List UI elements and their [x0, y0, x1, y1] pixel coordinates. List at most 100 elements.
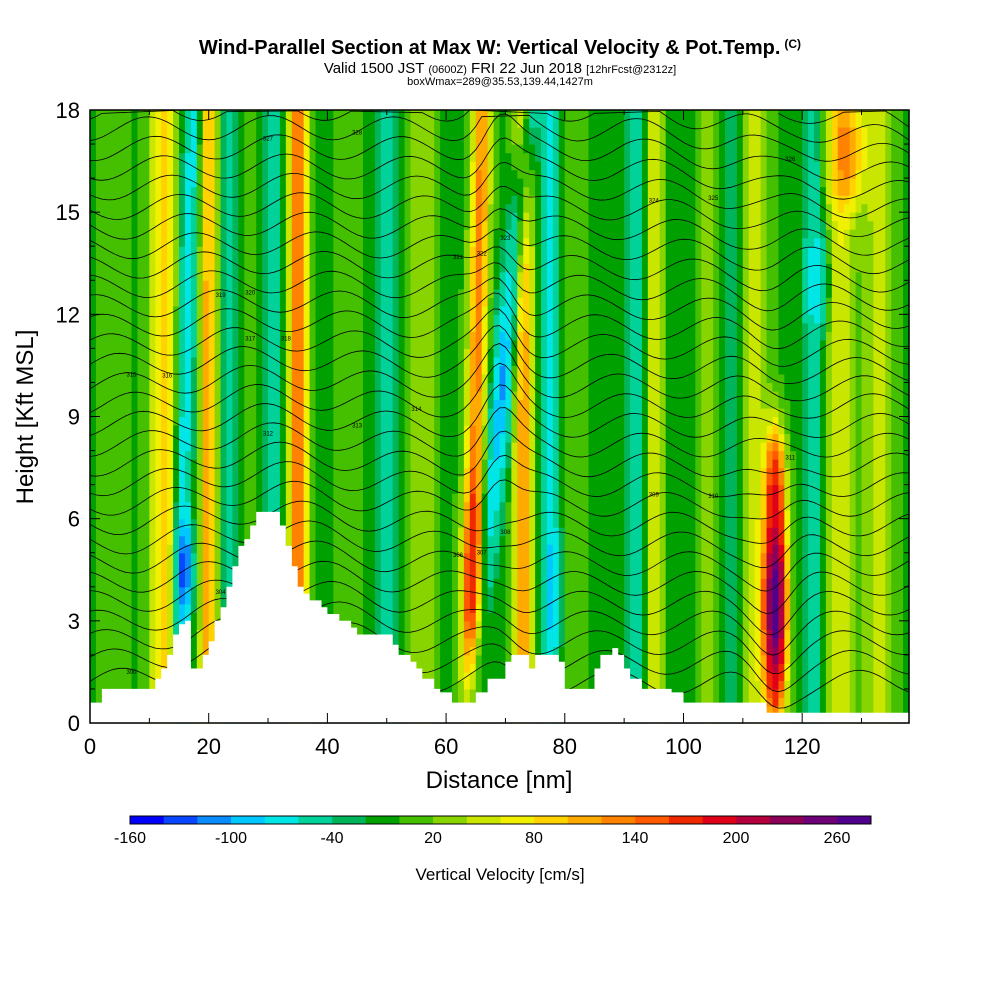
velocity-cell: [457, 493, 465, 503]
velocity-cell: [113, 314, 121, 324]
velocity-cell: [131, 535, 139, 545]
velocity-cell: [244, 110, 251, 120]
velocity-cell: [155, 237, 162, 247]
velocity-cell: [250, 399, 257, 409]
velocity-cell: [262, 493, 269, 503]
velocity-cell: [268, 416, 275, 426]
velocity-cell: [196, 646, 204, 656]
velocity-cell: [481, 518, 489, 528]
velocity-cell: [303, 501, 311, 511]
velocity-cell: [357, 169, 364, 179]
velocity-cell: [410, 382, 418, 392]
velocity-cell: [279, 305, 287, 315]
velocity-cell: [95, 586, 103, 596]
velocity-cell: [416, 161, 423, 171]
velocity-cell: [95, 305, 103, 315]
velocity-cell: [428, 118, 435, 128]
velocity-cell: [327, 161, 334, 171]
velocity-cell: [196, 203, 204, 213]
velocity-cell: [368, 416, 376, 426]
velocity-cell: [232, 433, 239, 443]
velocity-cell: [386, 620, 394, 630]
velocity-cell: [101, 152, 109, 162]
velocity-cell: [285, 331, 293, 341]
velocity-cell: [463, 637, 471, 647]
velocity-cell: [167, 203, 174, 213]
velocity-cell: [392, 356, 400, 367]
velocity-cell: [101, 595, 109, 605]
velocity-cell: [220, 476, 228, 486]
velocity-cell: [457, 527, 465, 537]
velocity-cell: [357, 433, 364, 443]
velocity-cell: [386, 527, 394, 537]
velocity-cell: [291, 135, 299, 145]
velocity-cell: [493, 425, 501, 435]
velocity-cell: [173, 169, 180, 179]
velocity-cell: [499, 663, 507, 673]
velocity-cell: [167, 459, 174, 469]
velocity-cell: [469, 416, 477, 426]
velocity-cell: [285, 450, 293, 460]
velocity-cell: [469, 697, 477, 707]
velocity-cell: [279, 356, 287, 367]
velocity-cell: [285, 314, 293, 324]
velocity-cell: [214, 356, 222, 367]
velocity-cell: [440, 476, 447, 486]
velocity-cell: [422, 152, 429, 162]
velocity-cell: [297, 237, 305, 247]
velocity-cell: [101, 365, 109, 375]
velocity-cell: [469, 229, 477, 239]
velocity-cell: [196, 186, 204, 196]
velocity-cell: [119, 135, 127, 145]
velocity-cell: [351, 195, 358, 205]
velocity-cell: [137, 280, 145, 290]
velocity-cell: [463, 203, 471, 213]
velocity-cell: [380, 178, 388, 188]
velocity-cell: [196, 467, 204, 477]
velocity-cell: [232, 416, 239, 426]
velocity-cell: [339, 467, 346, 477]
velocity-cell: [190, 263, 198, 273]
velocity-cell: [345, 399, 352, 409]
velocity-cell: [196, 212, 204, 222]
velocity-cell: [167, 433, 174, 443]
velocity-cell: [446, 203, 453, 213]
velocity-cell: [125, 663, 133, 673]
velocity-cell: [101, 476, 109, 486]
velocity-cell: [463, 663, 471, 673]
velocity-cell: [410, 629, 418, 639]
velocity-cell: [232, 518, 239, 528]
velocity-cell: [125, 476, 133, 486]
velocity-cell: [149, 450, 156, 460]
velocity-cell: [273, 212, 281, 222]
velocity-cell: [161, 544, 168, 554]
velocity-cell: [440, 527, 447, 537]
velocity-cell: [416, 510, 423, 520]
velocity-cell: [149, 229, 156, 239]
velocity-cell: [184, 110, 192, 120]
velocity-cell: [125, 654, 133, 664]
velocity-cell: [457, 169, 465, 179]
velocity-cell: [351, 280, 358, 290]
velocity-cell: [291, 501, 299, 511]
velocity-cell: [137, 305, 145, 315]
velocity-cell: [196, 390, 204, 401]
velocity-cell: [398, 144, 406, 154]
velocity-cell: [487, 544, 495, 554]
velocity-cell: [404, 127, 412, 137]
velocity-cell: [363, 518, 370, 528]
velocity-cell: [339, 314, 346, 324]
velocity-cell: [149, 552, 156, 562]
velocity-cell: [184, 569, 192, 579]
velocity-cell: [457, 561, 465, 571]
velocity-cell: [256, 144, 263, 154]
velocity-cell: [440, 220, 447, 230]
velocity-cell: [469, 195, 477, 205]
velocity-cell: [279, 407, 287, 418]
velocity-cell: [452, 348, 459, 358]
velocity-cell: [95, 467, 103, 477]
velocity-cell: [279, 493, 287, 503]
velocity-cell: [161, 246, 168, 256]
velocity-cell: [226, 186, 234, 196]
velocity-cell: [125, 425, 133, 435]
